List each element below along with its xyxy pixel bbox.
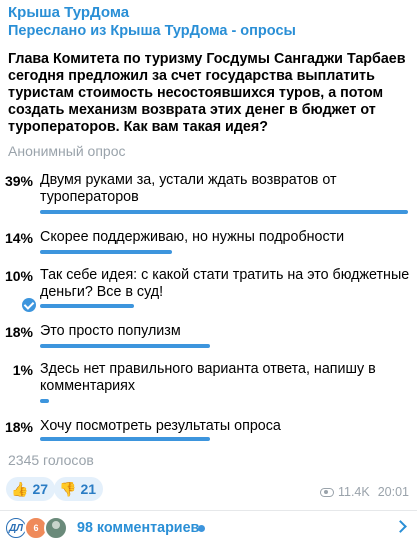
channel-logo-icon: ДЛ [6,518,26,538]
poll-option-text: Скорее поддерживаю, но нужны подробности [40,229,345,245]
poll-option-percent: 18% [4,419,33,435]
unread-dot-icon [198,525,205,532]
forwarded-from[interactable]: Переслано из Крыша ТурДома - опросы [8,23,296,39]
poll-option-percent: 18% [4,324,33,340]
poll-option-text: Так себе идея: с какой стати тратить на … [40,267,410,300]
poll-option-bar [40,304,134,308]
poll-option-bar [40,399,49,403]
eye-icon [319,487,334,497]
views-count: 11.4K [337,485,370,499]
reaction-thumbs-down[interactable]: 👎 21 [54,477,104,501]
poll-option-percent: 39% [4,173,33,189]
poll-option-percent: 14% [4,230,33,246]
thumbs-up-icon: 👍 [11,480,29,497]
poll-option-bar [40,250,172,254]
poll-question: Глава Комитета по туризму Госдумы Сангад… [8,51,406,135]
poll-option-bar [40,437,210,441]
comments-button[interactable]: ДЛ 6 98 комментариев [0,511,417,546]
channel-name[interactable]: Крыша ТурДома [8,4,130,21]
message-time: 20:01 [377,485,409,499]
poll-option-text: Двумя руками за, устали ждать возвратов … [40,172,337,205]
reaction-count: 21 [80,481,97,497]
reaction-count: 27 [32,481,49,497]
reaction-thumbs-up[interactable]: 👍 27 [6,477,56,501]
comments-label: 98 комментариев [77,520,200,536]
avatar [44,516,68,540]
thumbs-down-icon: 👎 [59,480,77,497]
poll-option-bar [40,210,408,214]
poll-option-text: Здесь нет правильного варианта ответа, н… [40,361,376,394]
poll-option-text: Хочу посмотреть результаты опроса [40,418,281,434]
divider [0,510,417,511]
poll-option-percent: 1% [12,362,33,378]
poll-option-bar [40,344,210,348]
poll-type-label: Анонимный опрос [8,143,126,159]
chevron-right-icon [394,520,407,533]
chosen-check-icon [22,298,36,312]
votes-count: 2345 голосов [8,452,94,468]
poll-option-text: Это просто популизм [40,323,181,339]
poll-option-percent: 10% [4,268,33,284]
message-meta: 11.4K 20:01 [319,485,409,499]
